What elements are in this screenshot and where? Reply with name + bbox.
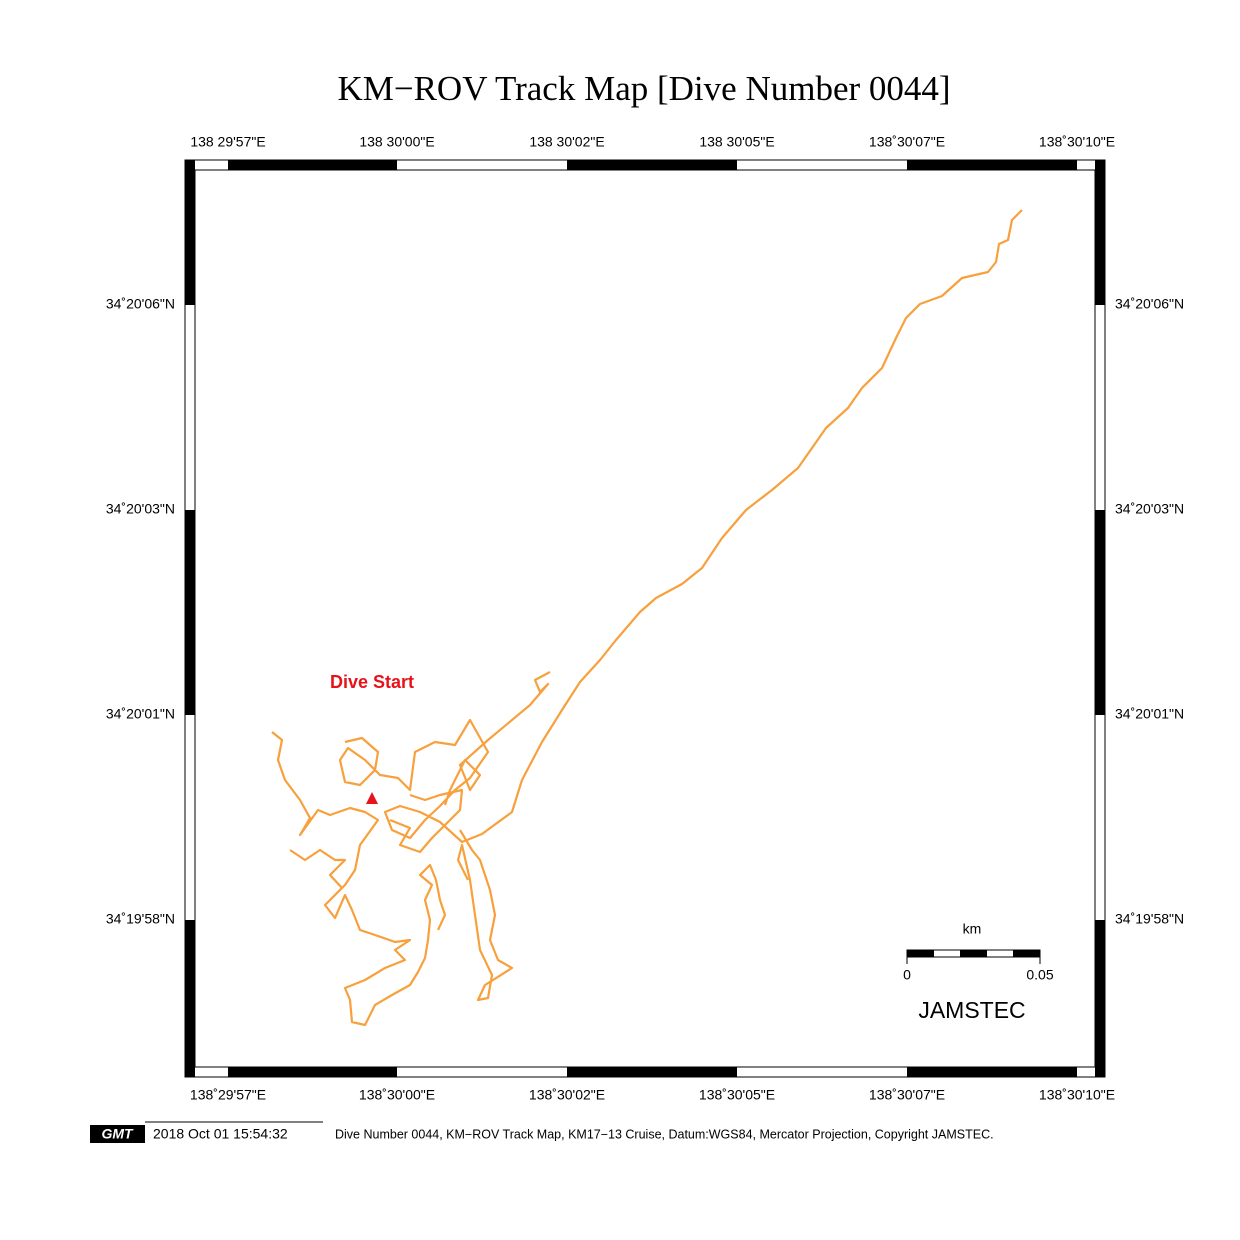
scale-start: 0 (903, 967, 911, 983)
right-tick-label: 34˚20'01"N (1115, 706, 1184, 722)
top-tick-label: 138˚30'10"E (1039, 134, 1115, 150)
map-title: KM−ROV Track Map [Dive Number 0044] (337, 69, 950, 108)
dive-start-marker (366, 792, 378, 804)
right-tick-label: 34˚19'58"N (1115, 911, 1184, 927)
left-tick-label: 34˚20'01"N (106, 706, 175, 722)
left-tick-label: 34˚20'06"N (106, 296, 175, 312)
scale-end: 0.05 (1026, 967, 1053, 983)
top-tick-label: 138 30'02"E (529, 134, 604, 150)
footer-caption: Dive Number 0044, KM−ROV Track Map, KM17… (335, 1127, 994, 1141)
bottom-tick-label: 138˚30'00"E (359, 1087, 435, 1103)
rov-track (271, 209, 1023, 1027)
right-tick-label: 34˚20'06"N (1115, 296, 1184, 312)
credit: JAMSTEC (918, 997, 1025, 1023)
bottom-tick-label: 138˚30'07"E (869, 1087, 945, 1103)
right-tick-label: 34˚20'03"N (1115, 501, 1184, 517)
bottom-tick-label: 138˚30'02"E (529, 1087, 605, 1103)
left-tick-label: 34˚20'03"N (106, 501, 175, 517)
dive-start-label: Dive Start (330, 672, 414, 692)
top-tick-label: 138 29'57"E (190, 134, 265, 150)
gmt-logo-box (90, 1125, 145, 1143)
scale-bar (906, 949, 1041, 964)
bottom-tick-label: 138˚30'10"E (1039, 1087, 1115, 1103)
left-tick-label: 34˚19'58"N (106, 911, 175, 927)
bottom-tick-label: 138˚30'05"E (699, 1087, 775, 1103)
timestamp: 2018 Oct 01 15:54:32 (153, 1126, 288, 1142)
scale-unit: km (963, 921, 982, 937)
map-frame (184, 159, 1106, 1078)
bottom-tick-label: 138˚29'57"E (190, 1087, 266, 1103)
top-tick-label: 138˚30'07"E (869, 134, 945, 150)
top-tick-label: 138 30'05"E (699, 134, 774, 150)
gmt-logo: GMT (101, 1126, 134, 1142)
top-tick-label: 138 30'00"E (359, 134, 434, 150)
